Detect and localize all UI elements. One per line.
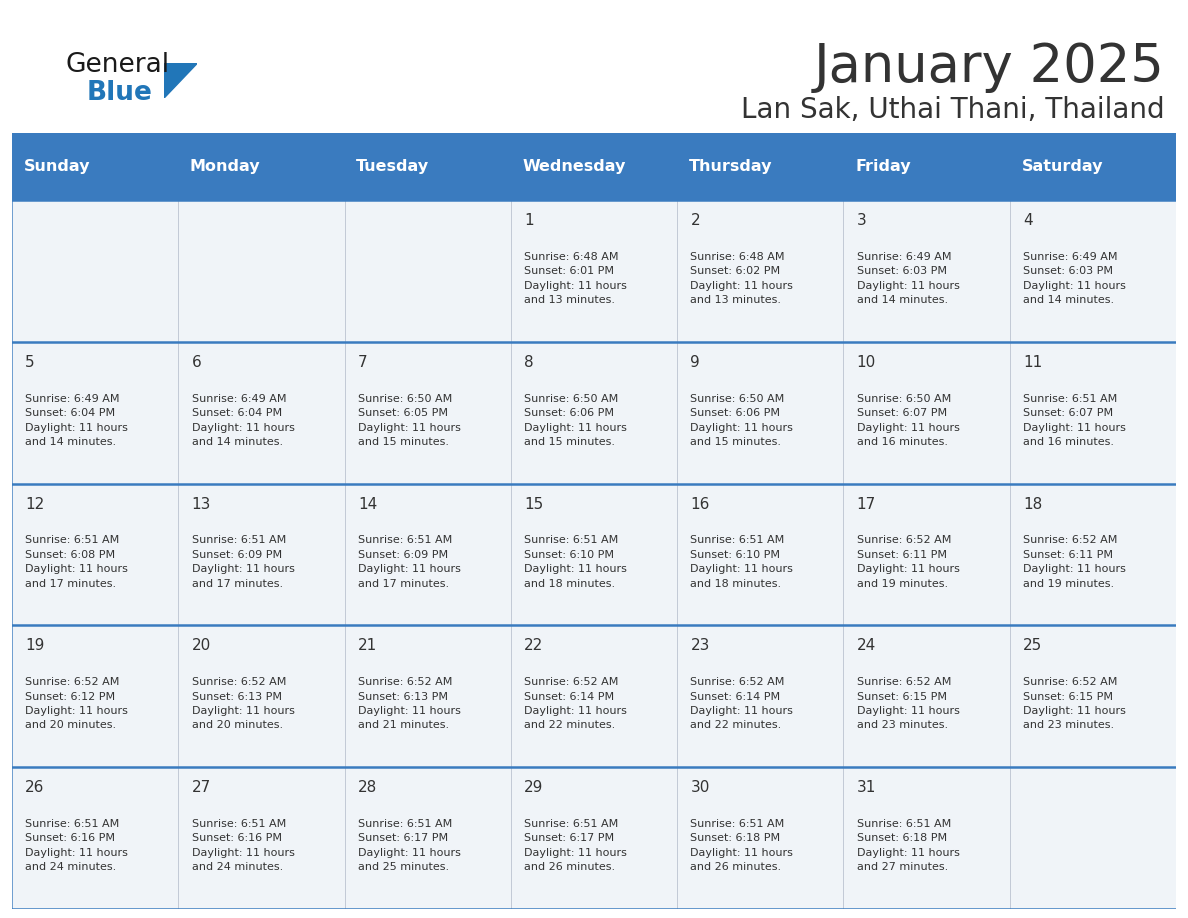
Text: 10: 10 [857, 355, 876, 370]
Text: 13: 13 [191, 497, 211, 511]
Text: Friday: Friday [855, 159, 911, 174]
Text: Sunrise: 6:51 AM
Sunset: 6:16 PM
Daylight: 11 hours
and 24 minutes.: Sunrise: 6:51 AM Sunset: 6:16 PM Dayligh… [191, 819, 295, 872]
Text: Sunrise: 6:49 AM
Sunset: 6:04 PM
Daylight: 11 hours
and 14 minutes.: Sunrise: 6:49 AM Sunset: 6:04 PM Dayligh… [25, 394, 128, 447]
Text: Sunrise: 6:51 AM
Sunset: 6:08 PM
Daylight: 11 hours
and 17 minutes.: Sunrise: 6:51 AM Sunset: 6:08 PM Dayligh… [25, 535, 128, 588]
Text: Sunrise: 6:52 AM
Sunset: 6:15 PM
Daylight: 11 hours
and 23 minutes.: Sunrise: 6:52 AM Sunset: 6:15 PM Dayligh… [1023, 677, 1126, 731]
Bar [843, 133, 1010, 200]
Text: Sunrise: 6:50 AM
Sunset: 6:05 PM
Daylight: 11 hours
and 15 minutes.: Sunrise: 6:50 AM Sunset: 6:05 PM Dayligh… [358, 394, 461, 447]
Bar [12, 200, 1176, 342]
Polygon shape [164, 63, 197, 98]
Text: 2: 2 [690, 213, 700, 229]
Text: Sunrise: 6:49 AM
Sunset: 6:03 PM
Daylight: 11 hours
and 14 minutes.: Sunrise: 6:49 AM Sunset: 6:03 PM Dayligh… [857, 252, 960, 306]
Text: Sunrise: 6:49 AM
Sunset: 6:03 PM
Daylight: 11 hours
and 14 minutes.: Sunrise: 6:49 AM Sunset: 6:03 PM Dayligh… [1023, 252, 1126, 306]
Text: 22: 22 [524, 638, 543, 654]
Bar [677, 133, 843, 200]
Text: Sunrise: 6:51 AM
Sunset: 6:07 PM
Daylight: 11 hours
and 16 minutes.: Sunrise: 6:51 AM Sunset: 6:07 PM Dayligh… [1023, 394, 1126, 447]
Text: 7: 7 [358, 355, 367, 370]
Bar [12, 133, 178, 200]
Text: Sunrise: 6:48 AM
Sunset: 6:01 PM
Daylight: 11 hours
and 13 minutes.: Sunrise: 6:48 AM Sunset: 6:01 PM Dayligh… [524, 252, 627, 306]
Text: 12: 12 [25, 497, 44, 511]
Text: Thursday: Thursday [689, 159, 772, 174]
Bar [345, 133, 511, 200]
Text: Sunrise: 6:50 AM
Sunset: 6:07 PM
Daylight: 11 hours
and 16 minutes.: Sunrise: 6:50 AM Sunset: 6:07 PM Dayligh… [857, 394, 960, 447]
Text: 11: 11 [1023, 355, 1042, 370]
Text: Sunrise: 6:51 AM
Sunset: 6:16 PM
Daylight: 11 hours
and 24 minutes.: Sunrise: 6:51 AM Sunset: 6:16 PM Dayligh… [25, 819, 128, 872]
Bar [178, 133, 345, 200]
Text: 4: 4 [1023, 213, 1032, 229]
Text: Sunrise: 6:52 AM
Sunset: 6:11 PM
Daylight: 11 hours
and 19 minutes.: Sunrise: 6:52 AM Sunset: 6:11 PM Dayligh… [857, 535, 960, 588]
Text: Sunrise: 6:51 AM
Sunset: 6:10 PM
Daylight: 11 hours
and 18 minutes.: Sunrise: 6:51 AM Sunset: 6:10 PM Dayligh… [524, 535, 627, 588]
Bar [12, 625, 1176, 767]
Text: 17: 17 [857, 497, 876, 511]
Text: 21: 21 [358, 638, 377, 654]
Text: Sunrise: 6:51 AM
Sunset: 6:17 PM
Daylight: 11 hours
and 26 minutes.: Sunrise: 6:51 AM Sunset: 6:17 PM Dayligh… [524, 819, 627, 872]
Text: 5: 5 [25, 355, 34, 370]
Text: 25: 25 [1023, 638, 1042, 654]
Text: Lan Sak, Uthai Thani, Thailand: Lan Sak, Uthai Thani, Thailand [740, 96, 1164, 125]
Text: 30: 30 [690, 780, 710, 795]
Bar [511, 133, 677, 200]
Text: 27: 27 [191, 780, 210, 795]
Text: Sunrise: 6:52 AM
Sunset: 6:11 PM
Daylight: 11 hours
and 19 minutes.: Sunrise: 6:52 AM Sunset: 6:11 PM Dayligh… [1023, 535, 1126, 588]
Text: 1: 1 [524, 213, 533, 229]
Text: January 2025: January 2025 [814, 41, 1164, 94]
Text: Saturday: Saturday [1022, 159, 1102, 174]
Text: Sunrise: 6:51 AM
Sunset: 6:09 PM
Daylight: 11 hours
and 17 minutes.: Sunrise: 6:51 AM Sunset: 6:09 PM Dayligh… [191, 535, 295, 588]
Bar [12, 484, 1176, 625]
Text: Sunday: Sunday [24, 159, 90, 174]
Text: 14: 14 [358, 497, 377, 511]
Text: 19: 19 [25, 638, 45, 654]
Text: Sunrise: 6:51 AM
Sunset: 6:18 PM
Daylight: 11 hours
and 27 minutes.: Sunrise: 6:51 AM Sunset: 6:18 PM Dayligh… [857, 819, 960, 872]
Text: Sunrise: 6:52 AM
Sunset: 6:12 PM
Daylight: 11 hours
and 20 minutes.: Sunrise: 6:52 AM Sunset: 6:12 PM Dayligh… [25, 677, 128, 731]
Bar [12, 767, 1176, 909]
Text: 8: 8 [524, 355, 533, 370]
Text: Blue: Blue [87, 80, 152, 106]
Text: 9: 9 [690, 355, 700, 370]
Text: Sunrise: 6:51 AM
Sunset: 6:18 PM
Daylight: 11 hours
and 26 minutes.: Sunrise: 6:51 AM Sunset: 6:18 PM Dayligh… [690, 819, 794, 872]
Text: 20: 20 [191, 638, 210, 654]
Text: 3: 3 [857, 213, 866, 229]
Text: 18: 18 [1023, 497, 1042, 511]
Text: 28: 28 [358, 780, 377, 795]
Text: 6: 6 [191, 355, 201, 370]
Text: 31: 31 [857, 780, 877, 795]
Text: Wednesday: Wednesday [523, 159, 626, 174]
Bar [1010, 133, 1176, 200]
Text: General: General [65, 52, 170, 78]
Text: Sunrise: 6:49 AM
Sunset: 6:04 PM
Daylight: 11 hours
and 14 minutes.: Sunrise: 6:49 AM Sunset: 6:04 PM Dayligh… [191, 394, 295, 447]
Text: Sunrise: 6:50 AM
Sunset: 6:06 PM
Daylight: 11 hours
and 15 minutes.: Sunrise: 6:50 AM Sunset: 6:06 PM Dayligh… [690, 394, 794, 447]
Text: 15: 15 [524, 497, 543, 511]
Text: Sunrise: 6:51 AM
Sunset: 6:10 PM
Daylight: 11 hours
and 18 minutes.: Sunrise: 6:51 AM Sunset: 6:10 PM Dayligh… [690, 535, 794, 588]
Text: 16: 16 [690, 497, 710, 511]
Bar [12, 342, 1176, 484]
Text: Sunrise: 6:51 AM
Sunset: 6:17 PM
Daylight: 11 hours
and 25 minutes.: Sunrise: 6:51 AM Sunset: 6:17 PM Dayligh… [358, 819, 461, 872]
Text: Sunrise: 6:52 AM
Sunset: 6:14 PM
Daylight: 11 hours
and 22 minutes.: Sunrise: 6:52 AM Sunset: 6:14 PM Dayligh… [690, 677, 794, 731]
Text: Monday: Monday [190, 159, 260, 174]
Text: Sunrise: 6:52 AM
Sunset: 6:14 PM
Daylight: 11 hours
and 22 minutes.: Sunrise: 6:52 AM Sunset: 6:14 PM Dayligh… [524, 677, 627, 731]
Text: 29: 29 [524, 780, 544, 795]
Text: Sunrise: 6:50 AM
Sunset: 6:06 PM
Daylight: 11 hours
and 15 minutes.: Sunrise: 6:50 AM Sunset: 6:06 PM Dayligh… [524, 394, 627, 447]
Text: Sunrise: 6:52 AM
Sunset: 6:15 PM
Daylight: 11 hours
and 23 minutes.: Sunrise: 6:52 AM Sunset: 6:15 PM Dayligh… [857, 677, 960, 731]
Text: Sunrise: 6:48 AM
Sunset: 6:02 PM
Daylight: 11 hours
and 13 minutes.: Sunrise: 6:48 AM Sunset: 6:02 PM Dayligh… [690, 252, 794, 306]
Text: 24: 24 [857, 638, 876, 654]
Text: Tuesday: Tuesday [356, 159, 429, 174]
Text: Sunrise: 6:51 AM
Sunset: 6:09 PM
Daylight: 11 hours
and 17 minutes.: Sunrise: 6:51 AM Sunset: 6:09 PM Dayligh… [358, 535, 461, 588]
Text: Sunrise: 6:52 AM
Sunset: 6:13 PM
Daylight: 11 hours
and 21 minutes.: Sunrise: 6:52 AM Sunset: 6:13 PM Dayligh… [358, 677, 461, 731]
Text: Sunrise: 6:52 AM
Sunset: 6:13 PM
Daylight: 11 hours
and 20 minutes.: Sunrise: 6:52 AM Sunset: 6:13 PM Dayligh… [191, 677, 295, 731]
Text: 23: 23 [690, 638, 710, 654]
Text: 26: 26 [25, 780, 45, 795]
